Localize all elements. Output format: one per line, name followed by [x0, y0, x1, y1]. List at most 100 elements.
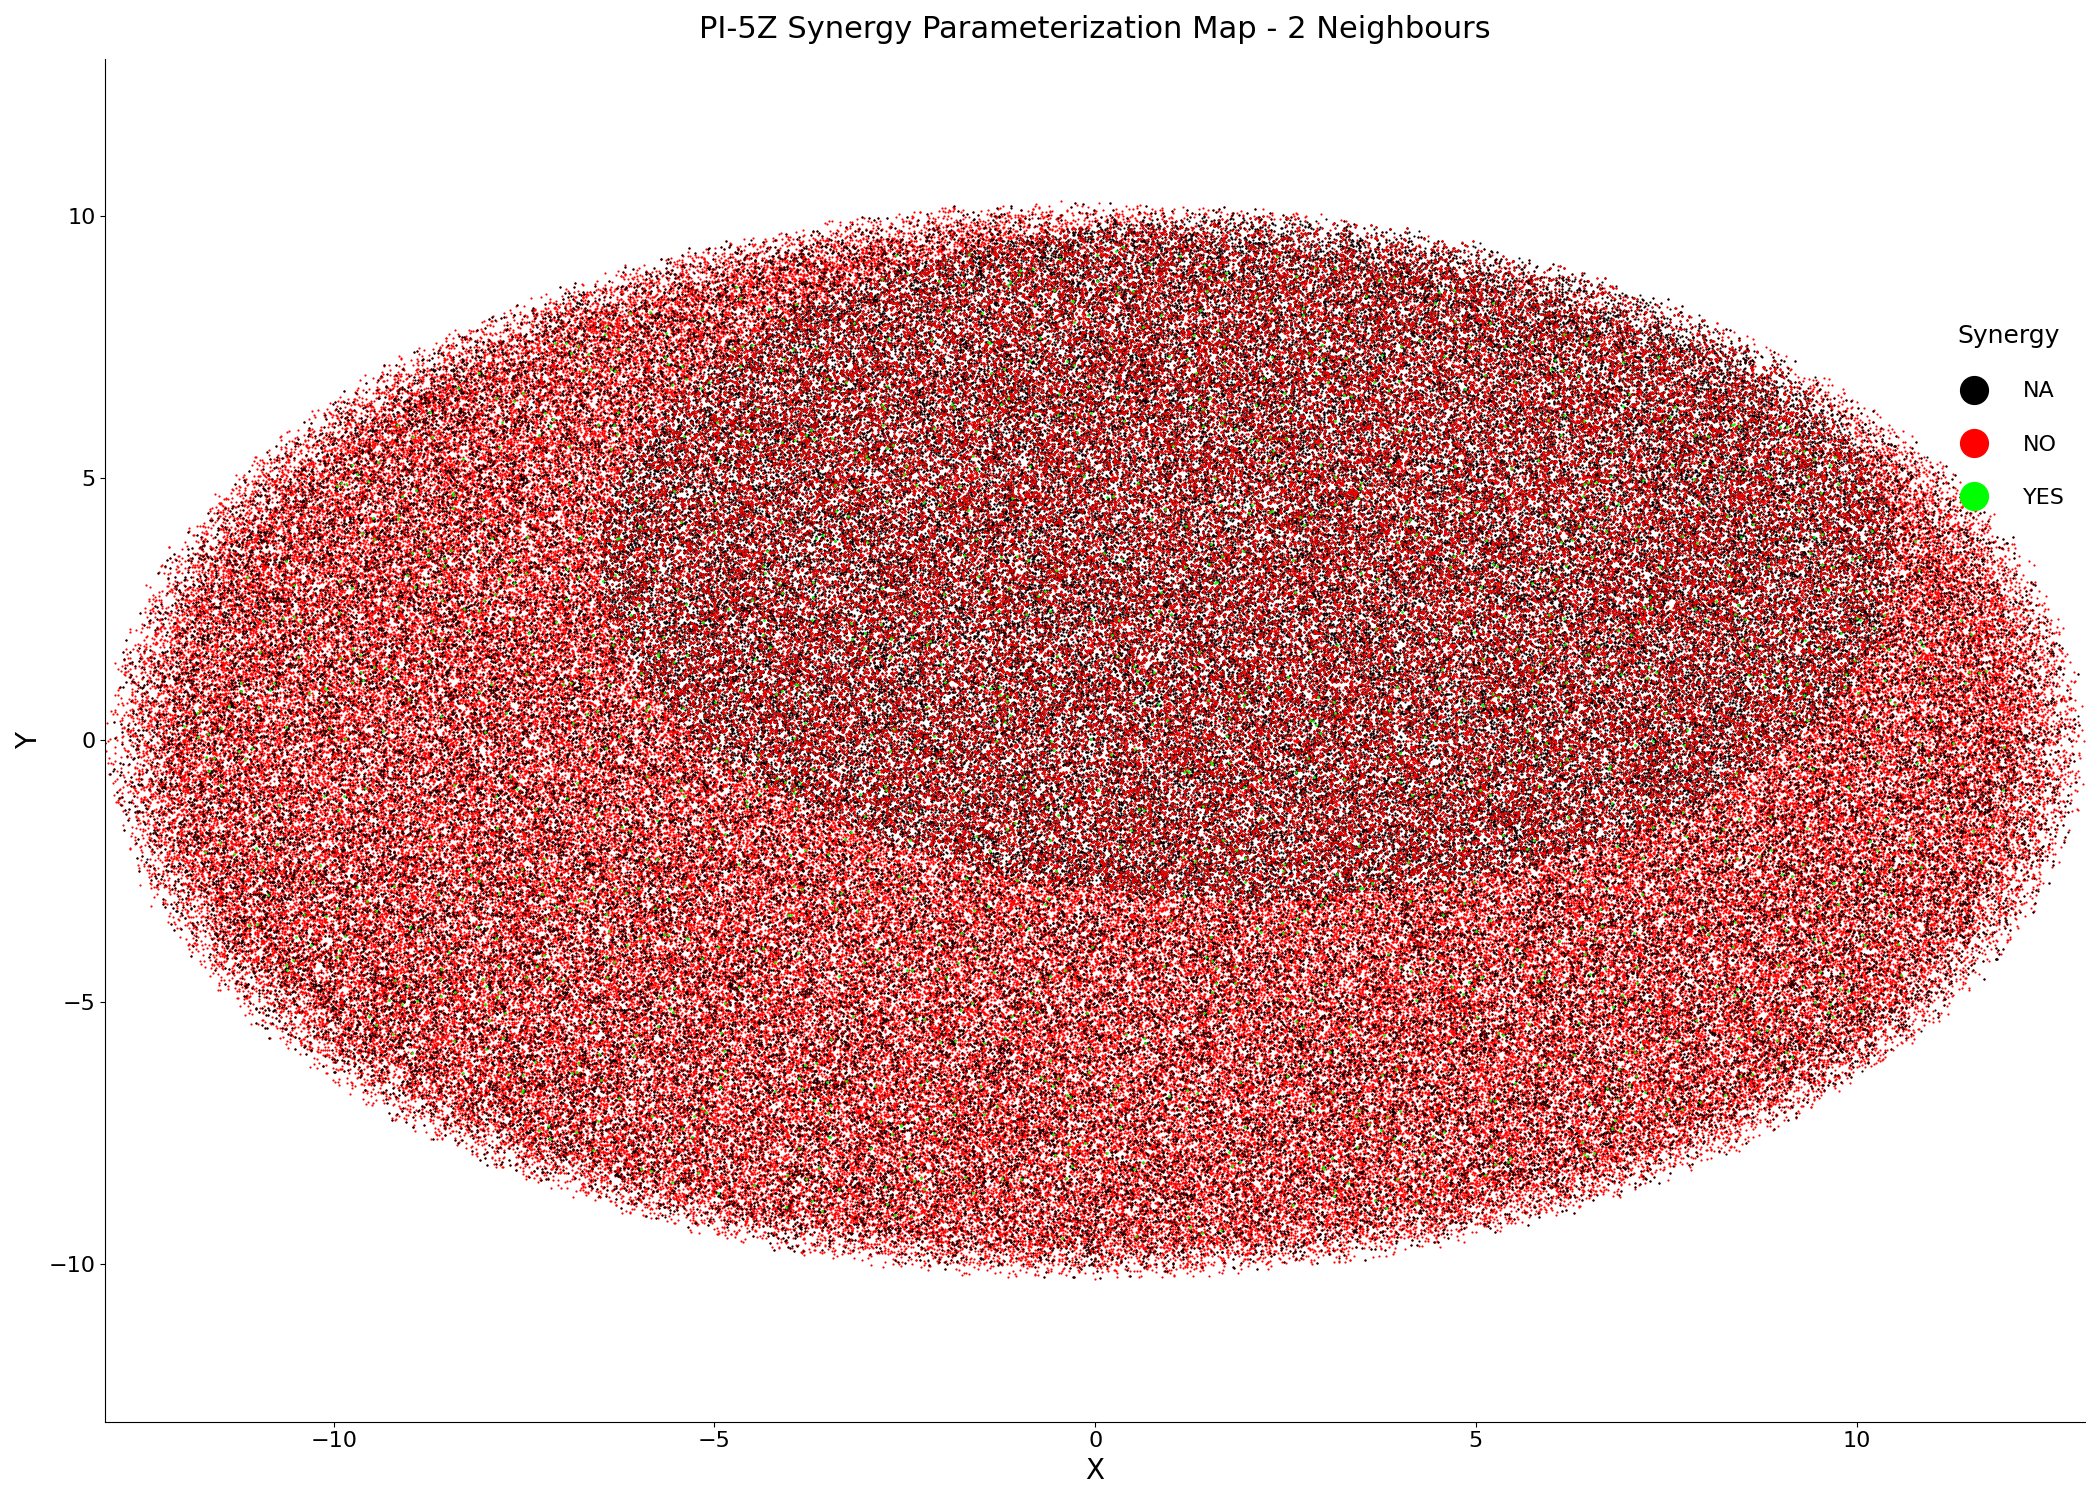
Point [1252, 664, 1285, 688]
Point [1531, 590, 1564, 613]
Point [796, 598, 830, 622]
Point [1415, 654, 1449, 678]
Point [878, 420, 911, 444]
Point [1105, 990, 1138, 1014]
Point [487, 958, 521, 982]
Point [899, 1000, 932, 1024]
Point [737, 777, 771, 801]
Point [1279, 692, 1312, 715]
Point [525, 1146, 559, 1170]
Point [1779, 790, 1812, 814]
Point [376, 794, 410, 818]
Point [1166, 1046, 1199, 1070]
Point [708, 1118, 741, 1142]
Point [1789, 678, 1823, 702]
Point [1042, 1122, 1075, 1146]
Point [594, 579, 628, 603]
Point [1407, 1013, 1441, 1036]
Point [1586, 706, 1619, 730]
Point [1182, 927, 1216, 951]
Point [766, 1030, 800, 1054]
Point [1407, 522, 1441, 546]
Point [1296, 1131, 1329, 1155]
Point [540, 878, 573, 902]
Point [1835, 402, 1869, 426]
Point [918, 482, 951, 506]
Point [380, 570, 414, 594]
Point [918, 440, 951, 464]
Point [269, 849, 302, 873]
Point [1149, 1210, 1182, 1234]
Point [1615, 644, 1649, 668]
Point [1686, 678, 1720, 702]
Point [1628, 1032, 1661, 1056]
Point [1292, 210, 1325, 234]
Point [1594, 748, 1628, 772]
Point [2024, 688, 2058, 712]
Point [466, 1019, 500, 1042]
Point [1455, 303, 1489, 327]
Point [1325, 927, 1359, 951]
Point [556, 1114, 590, 1138]
Point [1838, 948, 1871, 972]
Point [1663, 888, 1697, 912]
Point [1210, 752, 1243, 776]
Point [1086, 819, 1119, 843]
Point [1266, 896, 1300, 920]
Point [586, 510, 620, 534]
Point [204, 490, 237, 514]
Point [672, 278, 706, 302]
Point [1812, 969, 1846, 993]
Point [989, 718, 1023, 742]
Point [1100, 248, 1134, 272]
Point [1953, 669, 1987, 693]
Point [1294, 314, 1327, 338]
Point [1604, 1005, 1638, 1029]
Point [932, 1007, 966, 1031]
Point [1636, 1120, 1670, 1144]
Point [1098, 1138, 1132, 1162]
Point [775, 433, 808, 457]
Point [332, 585, 365, 609]
Point [1628, 999, 1661, 1023]
Point [865, 268, 899, 292]
Point [1250, 1136, 1283, 1160]
Point [1390, 669, 1424, 693]
Point [1399, 1168, 1432, 1192]
Point [1472, 957, 1506, 981]
Point [1166, 714, 1199, 738]
Point [1411, 833, 1445, 856]
Point [1930, 762, 1964, 786]
Point [1476, 754, 1510, 778]
Point [1455, 290, 1489, 314]
Point [309, 1024, 342, 1048]
Point [1600, 1036, 1634, 1060]
Point [1460, 338, 1493, 362]
Point [1804, 574, 1838, 598]
Point [611, 297, 645, 321]
Point [850, 675, 884, 699]
Point [323, 882, 357, 906]
Point [687, 675, 720, 699]
Point [1499, 344, 1533, 368]
Point [1695, 678, 1728, 702]
Point [1638, 384, 1672, 408]
Point [363, 1050, 397, 1074]
Point [1413, 712, 1447, 736]
Point [1783, 558, 1816, 582]
Point [1455, 808, 1489, 832]
Point [1386, 898, 1420, 922]
Point [1010, 370, 1044, 394]
Point [1147, 926, 1180, 950]
Point [1730, 692, 1764, 715]
Point [781, 916, 815, 940]
Point [1268, 1044, 1302, 1068]
Point [475, 372, 508, 396]
Point [1863, 681, 1896, 705]
Point [1376, 590, 1409, 613]
Point [1312, 945, 1346, 969]
Point [970, 333, 1004, 357]
Point [1201, 668, 1235, 692]
Point [758, 1083, 792, 1107]
Point [1357, 886, 1390, 910]
